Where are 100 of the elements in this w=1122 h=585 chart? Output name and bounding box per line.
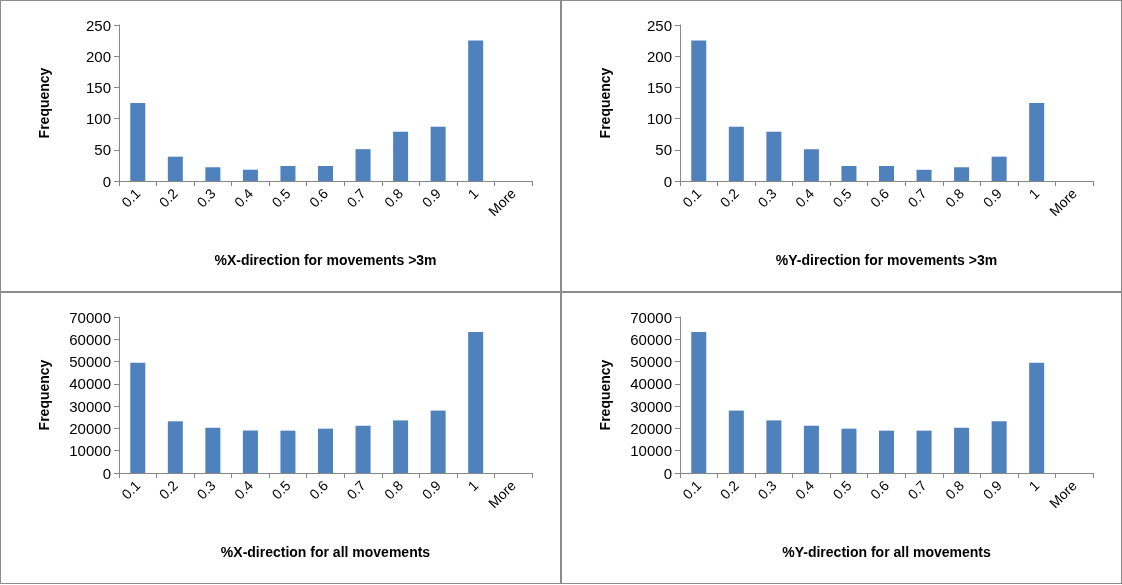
bar: [878, 430, 895, 473]
y-tick-label: 40000: [630, 375, 672, 393]
x-tick-label: 0.5: [829, 185, 855, 211]
y-tick-label: 200: [646, 47, 672, 65]
x-tick-label: 0.7: [343, 477, 369, 503]
bar: [954, 167, 970, 181]
x-tick-label: 0.9: [418, 185, 444, 211]
y-tick-label: 10000: [69, 442, 111, 460]
x-tick-label: 0.5: [268, 185, 294, 211]
bar: [878, 166, 895, 181]
x-tick-label: 0.6: [867, 477, 893, 503]
bar: [991, 156, 1007, 181]
y-tick-label: 70000: [69, 308, 111, 326]
y-tick-label: 0: [102, 172, 111, 190]
bar: [242, 430, 258, 473]
x-axis-title: %X-direction for all movements: [220, 544, 431, 560]
x-tick-label: 0.2: [155, 185, 182, 211]
y-tick-label: 70000: [630, 308, 672, 326]
y-tick-label: 50: [94, 141, 111, 159]
y-axis-title: Frequency: [597, 359, 613, 431]
x-tick-label: 1: [1025, 477, 1043, 495]
x-tick-label: 0.2: [155, 477, 182, 503]
x-tick-label: 1: [464, 477, 482, 495]
y-tick-label: 150: [85, 78, 111, 96]
y-tick-label: 30000: [630, 397, 672, 415]
x-axis-title: %X-direction for movements >3m: [214, 252, 437, 268]
y-axis-title: Frequency: [36, 67, 52, 139]
bar: [916, 169, 932, 181]
y-tick-label: 20000: [69, 419, 111, 437]
x-tick-label: 0.5: [829, 477, 855, 503]
y-tick-label: 60000: [630, 330, 672, 348]
bar: [766, 420, 782, 473]
x-tick-label: 0.9: [979, 185, 1005, 211]
x-tick-label: 0.7: [343, 185, 369, 211]
x-tick-label: 0.2: [716, 477, 743, 503]
x-tick-label: 0.6: [306, 185, 332, 211]
y-tick-label: 50: [655, 141, 672, 159]
x-tick-label: 0.3: [754, 185, 780, 211]
y-axis-title: Frequency: [597, 67, 613, 139]
bar: [803, 425, 819, 473]
x-tick-label: 0.1: [679, 185, 705, 211]
bar: [205, 167, 221, 181]
y-tick-label: 60000: [69, 330, 111, 348]
y-tick-label: 50000: [630, 353, 672, 371]
bar: [803, 149, 819, 181]
bar: [691, 40, 707, 181]
bar: [728, 126, 744, 181]
y-tick-label: 0: [102, 464, 111, 482]
x-tick-label: 0.1: [118, 477, 144, 503]
y-tick-label: 50000: [69, 353, 111, 371]
x-tick-label: 0.4: [231, 477, 257, 503]
bar: [242, 169, 258, 181]
y-axis-title: Frequency: [36, 359, 52, 431]
bar: [430, 126, 446, 181]
bar: [430, 410, 446, 473]
bar: [167, 421, 183, 473]
bar: [130, 103, 146, 181]
bar: [991, 421, 1007, 473]
x-tick-label: 0.4: [792, 477, 818, 503]
x-tick-label: 0.7: [904, 477, 930, 503]
bar: [205, 427, 221, 473]
x-tick-label: 0.8: [942, 185, 968, 211]
bar: [841, 428, 857, 473]
bar: [317, 428, 334, 473]
x-tick-label: 0.8: [381, 185, 407, 211]
x-tick-label: 0.1: [118, 185, 144, 211]
bar: [280, 166, 296, 181]
bar: [728, 410, 744, 473]
bar: [841, 166, 857, 181]
y-tick-label: 10000: [630, 442, 672, 460]
y-tick-label: 100: [646, 110, 672, 128]
bar: [468, 331, 484, 473]
x-tick-label: 0.9: [418, 477, 444, 503]
bar: [355, 149, 371, 181]
y-tick-label: 250: [85, 16, 111, 34]
y-tick-label: 100: [85, 110, 111, 128]
bar: [468, 40, 484, 181]
bar: [280, 430, 296, 473]
bar: [954, 427, 970, 473]
x-tick-label: 0.3: [193, 185, 219, 211]
x-tick-label: 0.4: [792, 185, 818, 211]
y-tick-label: 150: [646, 78, 672, 96]
bar: [355, 425, 371, 473]
x-tick-label: 0.2: [716, 185, 743, 211]
x-tick-label: 0.5: [268, 477, 294, 503]
bar: [317, 166, 334, 181]
x-tick-label: 0.1: [679, 477, 705, 503]
x-tick-label: 0.3: [193, 477, 219, 503]
y-tick-label: 0: [663, 172, 672, 190]
bar: [766, 131, 782, 181]
y-tick-label: 200: [85, 47, 111, 65]
bar: [167, 156, 183, 181]
x-tick-label: 0.3: [754, 477, 780, 503]
y-tick-label: 0: [663, 464, 672, 482]
x-tick-label: 0.9: [979, 477, 1005, 503]
x-tick-label: 0.8: [942, 477, 968, 503]
y-tick-label: 250: [646, 16, 672, 34]
bar: [393, 420, 409, 473]
y-tick-label: 30000: [69, 397, 111, 415]
x-tick-label: 1: [464, 185, 482, 203]
